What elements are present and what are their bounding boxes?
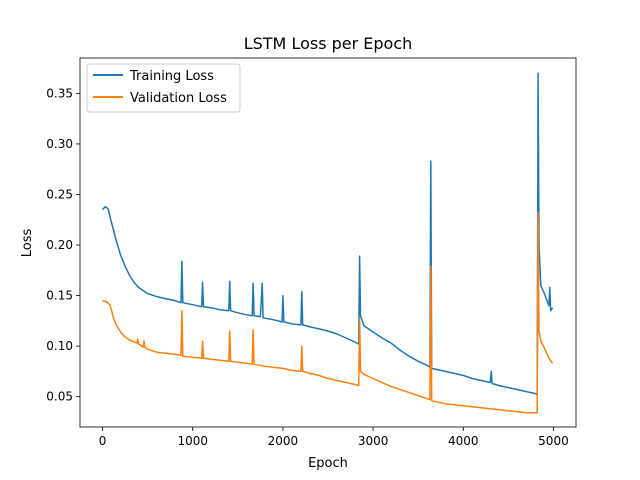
series-lines: [101, 72, 554, 414]
axis-ticks: 0 1000 2000 3000 4000 5000 0.05 0.10 0.15 0.20 0.2…: [46, 86, 568, 448]
plot-frame: [79, 57, 577, 428]
y-tick-label: 0.25: [46, 187, 73, 201]
x-tick-label: 0: [99, 434, 107, 448]
y-tick-label: 0.30: [46, 137, 73, 151]
x-tick-label: 4000: [448, 434, 479, 448]
y-tick-label: 0.20: [46, 238, 73, 252]
x-tick-label: 5000: [538, 434, 569, 448]
x-tick-label: 2000: [268, 434, 299, 448]
legend: Training Loss Validation Loss: [86, 63, 241, 113]
x-tick-label: 1000: [177, 434, 208, 448]
chart-title: LSTM Loss per Epoch: [244, 34, 413, 53]
legend-box: [86, 63, 241, 113]
y-tick-label: 0.05: [46, 390, 73, 404]
legend-label-validation: Validation Loss: [130, 91, 227, 106]
y-tick-label: 0.15: [46, 289, 73, 303]
validation-loss-line: [102, 211, 554, 414]
y-axis-label: Loss: [20, 229, 35, 258]
plot-area: [80, 58, 576, 427]
y-tick-label: 0.35: [46, 86, 73, 100]
x-tick-label: 3000: [358, 434, 389, 448]
x-axis-label: Epoch: [308, 456, 348, 471]
legend-label-training: Training Loss: [129, 69, 214, 84]
y-tick-label: 0.10: [46, 339, 73, 353]
training-loss-line: [101, 72, 554, 396]
